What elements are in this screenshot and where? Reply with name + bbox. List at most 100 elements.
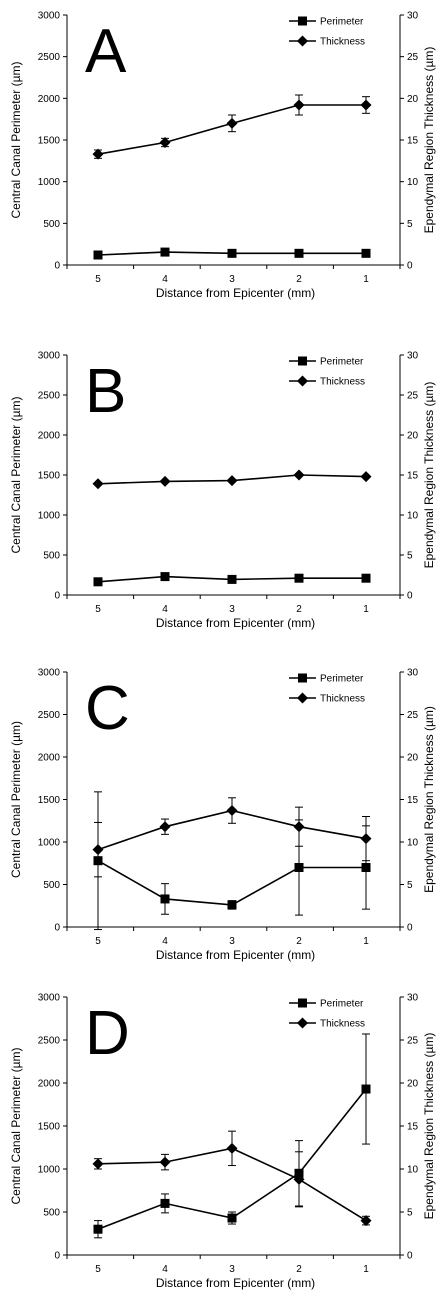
perimeter-point xyxy=(227,900,237,910)
right-tick-label: 15 xyxy=(407,795,419,806)
panel-letter: D xyxy=(85,999,130,1068)
right-tick-label: 10 xyxy=(407,838,419,849)
perimeter-point xyxy=(160,247,170,257)
legend-label-thickness: Thickness xyxy=(320,37,365,48)
chart-panel-d: 0 500 1000 1500 2000 2500 3000 0 5 10 15 20 25 30 5 4 3 2… xyxy=(9,993,436,1291)
right-axis-title: Ependymal Region Thickness (µm) xyxy=(422,706,436,893)
left-tick-label: 2000 xyxy=(38,94,61,105)
legend-marker-perimeter xyxy=(298,998,307,1008)
x-axis-title: Distance from Epicenter (mm) xyxy=(156,1276,315,1290)
legend-marker-thickness xyxy=(297,1017,308,1029)
left-tick-label: 2500 xyxy=(38,1036,61,1047)
x-tick-label: 2 xyxy=(296,274,302,285)
thickness-point xyxy=(360,99,372,111)
left-tick-label: 3000 xyxy=(38,668,61,679)
thickness-point xyxy=(293,469,305,481)
legend-label-perimeter: Perimeter xyxy=(320,357,364,368)
right-axis-title: Ependymal Region Thickness (µm) xyxy=(422,382,436,569)
chart-panel-a: 0 500 1000 1500 2000 2500 3000 0 5 10 15 20 25 30 5 4 3 2… xyxy=(9,11,436,301)
legend-marker-perimeter xyxy=(298,16,307,26)
legend-label-thickness: Thickness xyxy=(320,377,365,388)
chart-panel-b: 0 500 1000 1500 2000 2500 3000 0 5 10 15 20 25 30 5 4 3 2… xyxy=(9,351,436,631)
right-tick-label: 30 xyxy=(407,668,419,679)
legend-label-thickness: Thickness xyxy=(320,1019,365,1030)
x-axis-title: Distance from Epicenter (mm) xyxy=(156,616,315,630)
thickness-point xyxy=(159,821,171,833)
right-tick-label: 10 xyxy=(407,1165,419,1176)
legend-label-thickness: Thickness xyxy=(320,694,365,705)
thickness-point xyxy=(360,1215,372,1227)
series-line-perimeter xyxy=(97,860,366,906)
x-axis-title: Distance from Epicenter (mm) xyxy=(156,948,315,962)
right-tick-label: 0 xyxy=(407,1251,413,1262)
left-tick-label: 500 xyxy=(43,551,60,562)
thickness-point xyxy=(360,471,372,483)
right-tick-label: 25 xyxy=(407,710,419,721)
thickness-point xyxy=(226,1142,238,1154)
x-tick-label: 5 xyxy=(95,604,101,615)
x-tick-label: 2 xyxy=(296,936,302,947)
thickness-point xyxy=(92,844,104,856)
legend-marker-perimeter xyxy=(298,673,307,683)
x-tick-label: 2 xyxy=(296,604,302,615)
right-tick-label: 25 xyxy=(407,1036,419,1047)
perimeter-point xyxy=(227,1213,237,1223)
perimeter-point xyxy=(361,863,371,872)
thickness-point xyxy=(92,148,104,160)
left-axis-title: Central Canal Perimeter (µm) xyxy=(9,721,23,878)
right-tick-label: 0 xyxy=(407,591,413,602)
right-tick-label: 5 xyxy=(407,219,413,230)
panel-letter: C xyxy=(85,674,130,743)
legend-marker-thickness xyxy=(297,692,308,704)
right-tick-label: 25 xyxy=(407,52,419,63)
right-tick-label: 30 xyxy=(407,351,419,362)
right-tick-label: 10 xyxy=(407,511,419,522)
right-tick-label: 20 xyxy=(407,753,419,764)
left-tick-label: 3000 xyxy=(38,351,61,362)
perimeter-point xyxy=(227,574,237,584)
left-tick-label: 1500 xyxy=(38,795,61,806)
left-tick-label: 0 xyxy=(54,591,60,602)
x-tick-label: 3 xyxy=(229,936,235,947)
legend-label-perimeter: Perimeter xyxy=(320,999,364,1010)
left-tick-label: 2500 xyxy=(38,52,61,63)
x-tick-label: 3 xyxy=(229,274,235,285)
x-tick-label: 1 xyxy=(363,936,369,947)
right-axis-title: Ependymal Region Thickness (µm) xyxy=(422,1033,436,1220)
right-tick-label: 20 xyxy=(407,94,419,105)
perimeter-point xyxy=(160,1198,170,1208)
left-tick-label: 1500 xyxy=(38,471,61,482)
right-tick-label: 25 xyxy=(407,391,419,402)
right-tick-label: 15 xyxy=(407,471,419,482)
x-tick-label: 3 xyxy=(229,604,235,615)
perimeter-point xyxy=(294,248,304,258)
legend-marker-perimeter xyxy=(298,356,307,366)
thickness-point xyxy=(293,99,305,111)
right-tick-label: 30 xyxy=(407,993,419,1004)
left-axis-title: Central Canal Perimeter (µm) xyxy=(9,1048,23,1205)
right-tick-label: 10 xyxy=(407,177,419,188)
left-tick-label: 0 xyxy=(54,261,60,272)
left-tick-label: 3000 xyxy=(38,11,61,22)
thickness-point xyxy=(159,1156,171,1168)
x-axis-title: Distance from Epicenter (mm) xyxy=(156,286,315,300)
thickness-point xyxy=(226,805,238,817)
thickness-point xyxy=(92,478,104,490)
left-tick-label: 1500 xyxy=(38,136,61,147)
legend-marker-thickness xyxy=(297,375,308,387)
x-tick-label: 3 xyxy=(229,1264,235,1275)
left-tick-label: 1000 xyxy=(38,838,61,849)
right-tick-label: 5 xyxy=(407,880,413,891)
legend-label-perimeter: Perimeter xyxy=(320,674,364,685)
perimeter-point xyxy=(294,863,304,872)
x-tick-label: 4 xyxy=(162,936,168,947)
left-tick-label: 500 xyxy=(43,880,60,891)
perimeter-point xyxy=(93,577,103,587)
left-tick-label: 2000 xyxy=(38,753,61,764)
left-tick-label: 1000 xyxy=(38,177,61,188)
left-tick-label: 0 xyxy=(54,1251,60,1262)
left-axis-title: Central Canal Perimeter (µm) xyxy=(9,397,23,554)
left-axis-title: Central Canal Perimeter (µm) xyxy=(9,62,23,219)
x-tick-label: 5 xyxy=(95,936,101,947)
